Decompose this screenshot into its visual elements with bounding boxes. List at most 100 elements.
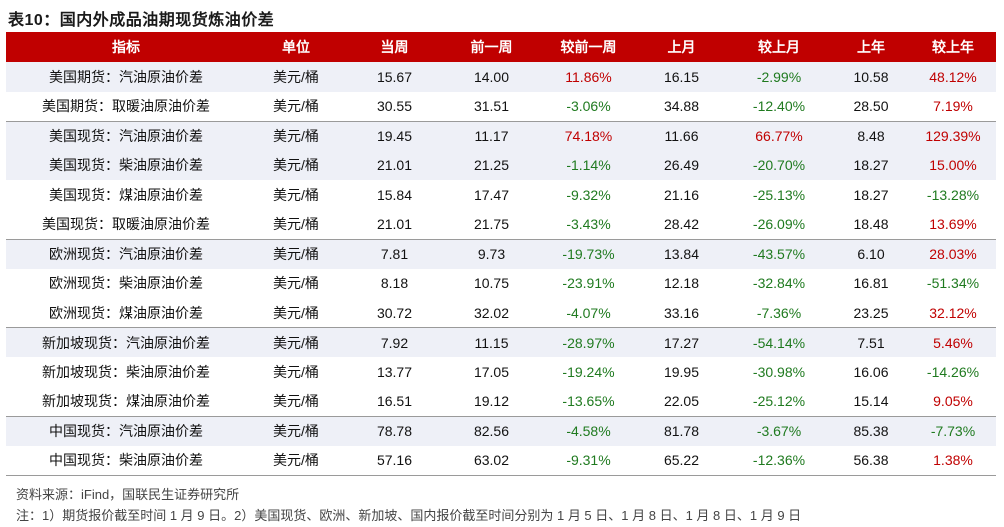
chg-year-cell: 48.12% [929,68,977,85]
col-header-current-week: 当周 [380,39,409,55]
chg-year-cell: 28.03% [910,238,996,269]
chg-month-cell: -2.99% [756,68,802,85]
table-row: 中国现货：柴油原油价差 美元/桶 57.16 63.02 -9.31% 65.22 -12.… [6,445,996,476]
chg-year-cell: 15.00% [929,157,977,174]
chg-week-cell: -9.31% [540,445,637,476]
chg-month-cell: -43.57% [726,238,832,269]
chg-month-cell: -30.98% [752,363,806,380]
prev-week-cell: 82.56 [443,415,540,446]
chg-week-cell: -13.65% [562,393,615,409]
chg-month-cell: 66.77% [726,120,832,151]
unit-cell: 美元/桶 [273,304,319,321]
unit-cell: 美元/桶 [273,157,319,174]
chg-year-cell: 32.12% [929,304,977,321]
prev-year-cell: 18.27 [853,157,889,174]
prev-year-cell: 28.50 [853,98,889,114]
prev-month-cell: 33.16 [663,304,700,321]
table-row: 新加坡现货：汽油原油价差 美元/桶 7.92 11.15 -28.97% 17.27 -54… [6,327,996,357]
chg-week-cell: -19.73% [540,238,637,269]
price-spread-table: 指标 单位 当周 前一周 较前一周 上月 较上月 上年 较上年 美国期货：汽油原… [6,32,996,476]
prev-year-cell: 6.10 [832,238,910,269]
prev-year-cell: 18.48 [853,216,889,232]
chg-month-cell: -25.13% [752,186,806,203]
current-week-cell: 57.16 [346,445,443,476]
indicator-cell: 中国现货：柴油原油价差 [6,445,246,476]
chg-month-cell: -7.36% [756,304,802,321]
source-note: 资料来源：iFind，国联民生证券研究所 [16,487,240,502]
unit-cell: 美元/桶 [246,415,346,446]
prev-week-cell: 63.02 [443,445,540,476]
chg-month-cell: -3.67% [726,415,832,446]
col-header-prev-month: 上月 [667,39,696,55]
chg-week-cell: -9.32% [566,186,611,203]
prev-month-cell: 81.78 [637,415,726,446]
prev-month-cell: 19.95 [663,363,700,380]
table-title: 表10：国内外成品油期现货炼油价差 [8,12,275,29]
unit-cell: 美元/桶 [273,393,319,409]
prev-week-cell: 11.15 [443,327,540,357]
prev-month-cell: 11.66 [637,120,726,151]
prev-month-cell: 26.49 [663,157,700,174]
unit-cell: 美元/桶 [273,363,319,380]
indicator-cell: 美国现货：取暖油原油价差 [42,216,210,232]
chg-month-cell: -26.09% [752,216,806,232]
table-row: 美国期货：取暖油原油价差 美元/桶 30.55 31.51 -3.06% 34.88 -12… [6,92,996,122]
unit-cell: 美元/桶 [246,327,346,357]
chg-week-cell: -28.97% [540,327,637,357]
table-row: 新加坡现货：柴油原油价差 美元/桶 13.77 17.05 -19.24% 19.95 -3… [6,357,996,387]
prev-year-cell: 8.48 [832,120,910,151]
unit-cell: 美元/桶 [273,186,319,203]
col-header-chg-year: 较上年 [932,39,974,55]
prev-week-cell: 31.51 [473,98,510,114]
current-week-cell: 15.84 [376,186,413,203]
table-row: 美国现货：煤油原油价差 美元/桶 15.84 17.47 -9.32% 21.16 -25.… [6,180,996,210]
prev-week-cell: 10.75 [473,275,510,292]
chg-month-cell: -20.70% [752,157,806,174]
table-row: 欧洲现货：柴油原油价差 美元/桶 8.18 10.75 -23.91% 12.18 -32.… [6,269,996,299]
chg-week-cell: -4.58% [540,415,637,446]
chg-year-cell: 5.46% [910,327,996,357]
prev-year-cell: 18.27 [853,186,889,203]
indicator-cell: 中国现货：汽油原油价差 [6,415,246,446]
current-week-cell: 13.77 [376,363,413,380]
col-header-unit: 单位 [282,39,310,55]
chg-month-cell: -12.36% [726,445,832,476]
prev-month-cell: 22.05 [663,393,700,409]
current-week-cell: 7.81 [346,238,443,269]
prev-year-cell: 10.58 [853,68,889,85]
chg-year-cell: 13.69% [929,216,977,232]
chg-month-cell: -32.84% [752,275,806,292]
unit-cell: 美元/桶 [246,120,346,151]
prev-week-cell: 9.73 [443,238,540,269]
prev-year-cell: 85.38 [832,415,910,446]
table-row: 新加坡现货：煤油原油价差 美元/桶 16.51 19.12 -13.65% 22.05 -2… [6,387,996,417]
current-week-cell: 30.55 [376,98,413,114]
chg-month-cell: -25.12% [752,393,806,409]
table-row: 中国现货：汽油原油价差 美元/桶 78.78 82.56 -4.58% 81.78 -3.6… [6,415,996,446]
col-header-prev-year: 上年 [857,39,885,55]
unit-cell: 美元/桶 [273,216,319,232]
prev-month-cell: 28.42 [663,216,700,232]
footnote: 注：1）期货报价截至时间 1 月 9 日。2）美国现货、欧洲、新加坡、国内报价截… [16,508,802,523]
prev-month-cell: 13.84 [637,238,726,269]
indicator-cell: 欧洲现货：煤油原油价差 [49,304,203,321]
current-week-cell: 21.01 [376,216,413,232]
prev-week-cell: 14.00 [473,68,510,85]
prev-month-cell: 34.88 [663,98,700,114]
chg-year-cell: -7.73% [910,415,996,446]
prev-year-cell: 23.25 [853,304,889,321]
prev-month-cell: 65.22 [637,445,726,476]
chg-year-cell: 1.38% [910,445,996,476]
indicator-cell: 美国现货：汽油原油价差 [6,120,246,151]
prev-month-cell: 17.27 [637,327,726,357]
unit-cell: 美元/桶 [246,238,346,269]
chg-week-cell: -19.24% [562,363,615,380]
current-week-cell: 7.92 [346,327,443,357]
current-week-cell: 15.67 [376,68,413,85]
chg-week-cell: -1.14% [566,157,611,174]
current-week-cell: 21.01 [376,157,413,174]
chg-week-cell: -3.43% [566,216,611,232]
current-week-cell: 30.72 [376,304,413,321]
chg-month-cell: -12.40% [752,98,806,114]
current-week-cell: 78.78 [346,415,443,446]
